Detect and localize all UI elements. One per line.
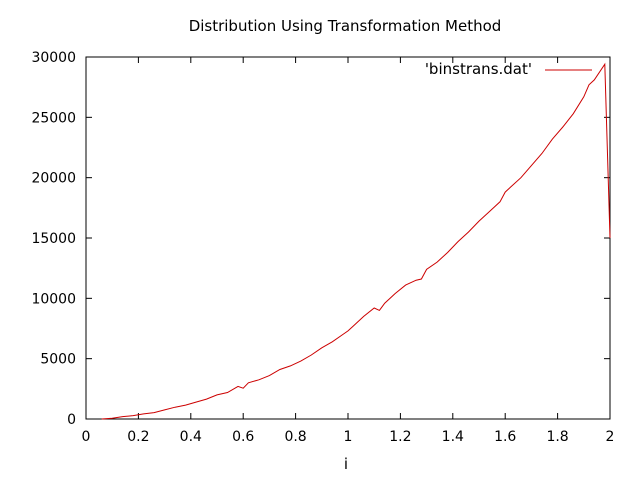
plot-frame <box>85 56 611 420</box>
x-tick-label: 0.2 <box>127 429 149 445</box>
y-tick-label: 0 <box>67 412 76 428</box>
x-axis: 0 0.2 0.4 0.6 0.8 1 1.2 1.4 1.6 1.8 2 <box>82 57 615 445</box>
x-tick-label: 1.8 <box>546 429 568 445</box>
x-tick-label: 0.6 <box>232 429 254 445</box>
x-tick-label: 0.4 <box>180 429 202 445</box>
x-axis-label: i <box>344 455 348 473</box>
series-layer <box>101 62 611 420</box>
x-tick-label: 1.4 <box>442 429 464 445</box>
y-tick-label: 15000 <box>31 231 76 247</box>
x-tick-label: 1.2 <box>389 429 411 445</box>
y-tick-label: 5000 <box>40 352 76 368</box>
y-tick-label: 30000 <box>31 50 76 66</box>
series-line <box>101 62 611 420</box>
chart-title: Distribution Using Transformation Method <box>189 17 502 35</box>
y-tick-label: 10000 <box>31 291 76 307</box>
x-tick-label: 0.8 <box>284 429 306 445</box>
y-tick-label: 20000 <box>31 171 76 187</box>
x-tick-label: 1.6 <box>494 429 516 445</box>
y-tick-label: 25000 <box>31 110 76 126</box>
x-tick-label: 2 <box>606 429 615 445</box>
x-tick-label: 0 <box>82 429 91 445</box>
legend-label: 'binstrans.dat' <box>425 60 532 78</box>
x-tick-label: 1 <box>344 429 353 445</box>
legend: 'binstrans.dat' <box>425 60 592 78</box>
y-axis: 0 5000 10000 15000 20000 25000 30000 <box>31 50 610 428</box>
